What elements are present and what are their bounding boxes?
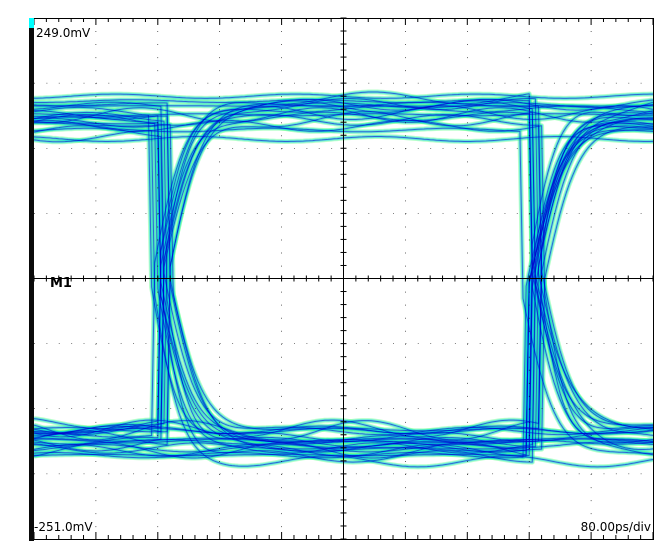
left-axis-bar [29,18,34,541]
top-voltage-label: 249.0mV [36,26,91,40]
time-scale-label: 80.00ps/div [581,520,651,534]
bottom-voltage-label: -251.0mV [34,520,93,534]
top-corner-marker [29,18,34,28]
marker-m1-label: M1 [50,276,72,291]
